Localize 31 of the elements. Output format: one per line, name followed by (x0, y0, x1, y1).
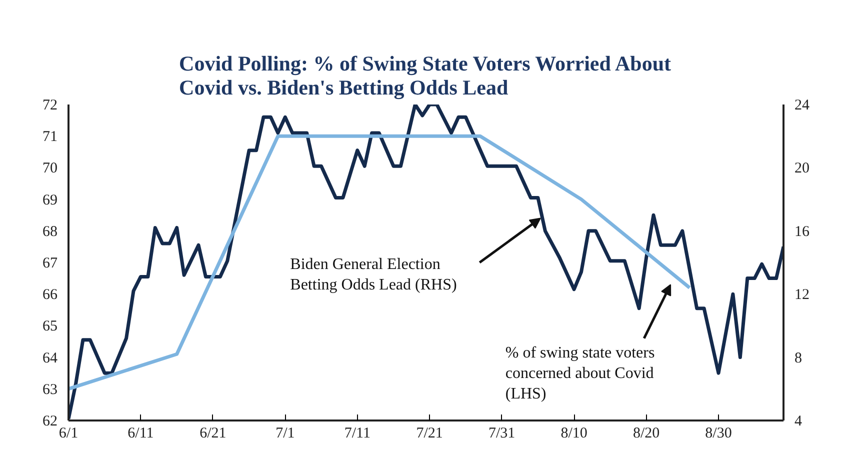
x-tick-label: 6/1 (58, 426, 78, 442)
y2-tick-label: 12 (794, 287, 810, 304)
x-tick-label: 6/21 (200, 426, 226, 442)
y-tick-label: 64 (42, 350, 58, 366)
y2-tick-label: 24 (794, 98, 810, 114)
x-tick-label: 8/30 (705, 426, 732, 442)
y-tick-label: 67 (42, 256, 58, 272)
x-tick-label: 6/11 (128, 426, 154, 442)
y2-tick-label: 8 (794, 350, 802, 366)
y-tick-label: 63 (42, 382, 58, 398)
x-tick-label: 8/20 (632, 426, 660, 442)
y-tick-label: 62 (42, 414, 58, 430)
line-series (68, 104, 784, 420)
x-tick-label: 7/1 (276, 426, 295, 442)
annotation: Biden General Election Betting Odds Lead (RHS) (290, 256, 457, 294)
y-tick-label: 72 (42, 98, 58, 114)
y-tick-label: 70 (42, 160, 58, 177)
y2-tick-label: 4 (794, 414, 802, 430)
y-tick-label: 68 (42, 224, 58, 240)
chart-title: Covid Polling: % of Swing State Voters Worried About Covid vs. Biden's Betting Odds Lead (179, 52, 672, 100)
x-tick-label: 7/31 (488, 426, 516, 442)
y-tick-label: 71 (42, 129, 58, 146)
y-tick-label: 66 (42, 287, 58, 304)
x-tick-label: 8/10 (560, 426, 588, 442)
y-tick-label: 65 (42, 318, 58, 335)
x-tick-label: 7/11 (344, 426, 370, 442)
annotation: % of swing state voters concerned about Covid (LHS) (505, 344, 655, 402)
y2-tick-label: 16 (794, 224, 810, 240)
y-tick-label: 69 (42, 192, 58, 208)
y2-tick-label: 20 (794, 160, 810, 177)
x-tick-label: 7/21 (416, 426, 443, 442)
